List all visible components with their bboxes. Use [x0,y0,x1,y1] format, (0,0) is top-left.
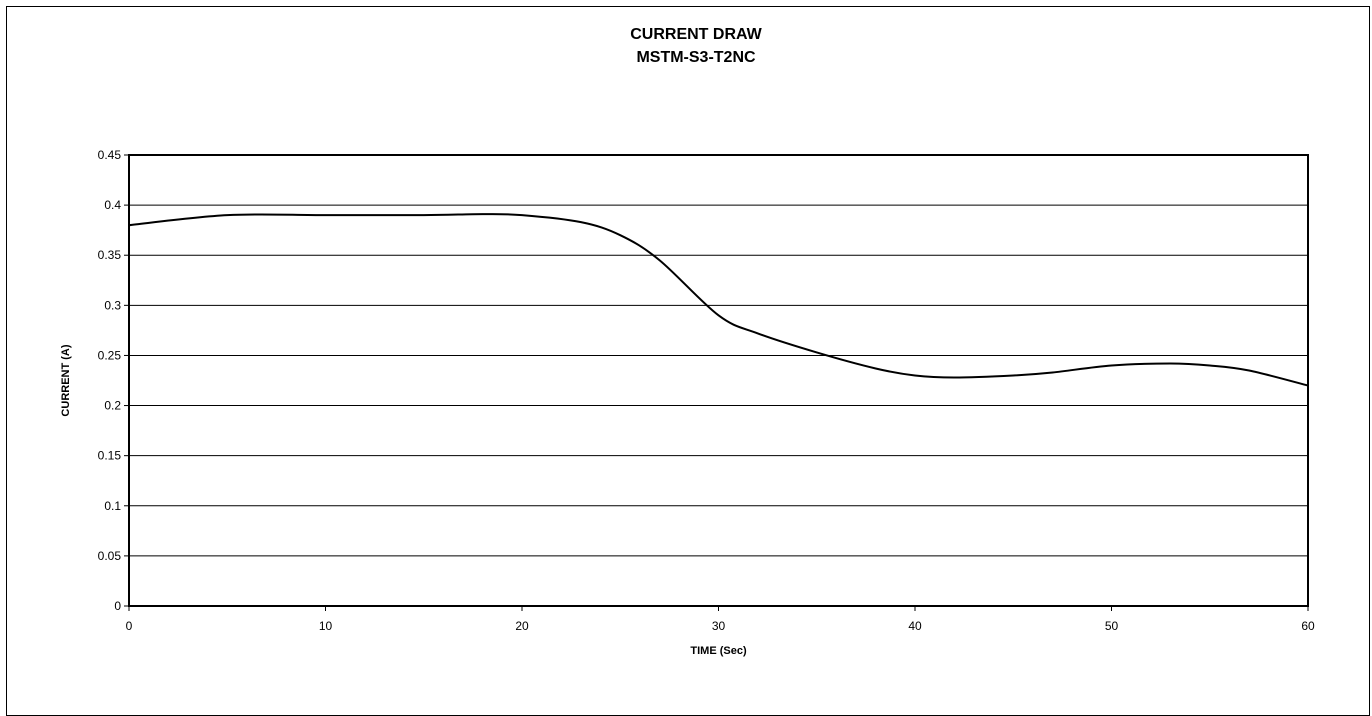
y-tick-label: 0 [114,599,121,613]
x-tick-label: 50 [1105,619,1119,633]
x-axis-label: TIME (Sec) [690,645,747,657]
chart: CURRENT DRAW MSTM-S3-T2NC 0 0.05 0.1 0.15 0.… [60,26,1315,657]
x-tick-label: 0 [126,619,133,633]
y-tick-label: 0.3 [104,298,121,312]
x-tick-label: 40 [908,619,922,633]
x-tick-label: 10 [319,619,333,633]
y-tick-label: 0.2 [104,399,121,413]
chart-title: CURRENT DRAW [630,26,762,43]
y-tick-label: 0.15 [98,449,122,463]
axis-ticks: 0 0.05 0.1 0.15 0.2 0.25 0.3 0.35 0.4 0.45 0 10 20 30… [98,148,1315,633]
x-tick-label: 30 [712,619,726,633]
grid-lines [129,204,1308,557]
x-tick-label: 60 [1301,619,1315,633]
y-tick-label: 0.45 [98,148,122,162]
y-tick-label: 0.4 [104,198,121,212]
y-tick-label: 0.25 [98,348,122,362]
chart-subtitle: MSTM-S3-T2NC [636,49,756,66]
series-line [128,213,1309,387]
plot-area [128,154,1309,607]
x-tick-label: 20 [515,619,529,633]
y-axis-label: CURRENT (A) [60,344,72,416]
y-tick-label: 0.1 [104,499,121,513]
y-tick-label: 0.05 [98,549,122,563]
series-layer [128,213,1309,387]
chart-frame: CURRENT DRAW MSTM-S3-T2NC 0 0.05 0.1 0.15 0.… [6,6,1370,716]
y-tick-label: 0.35 [98,248,122,262]
